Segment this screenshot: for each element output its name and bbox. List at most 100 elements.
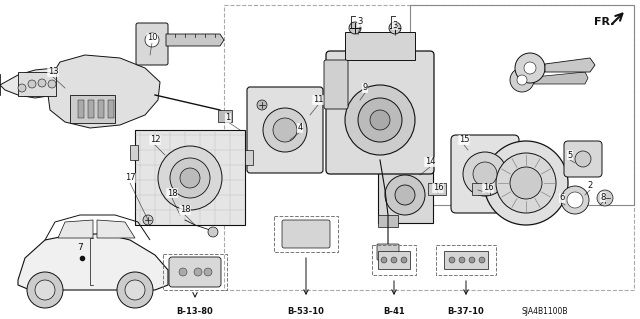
Bar [98, 100, 104, 118]
Circle shape [395, 185, 415, 205]
Circle shape [510, 167, 542, 199]
Circle shape [567, 192, 583, 208]
Text: 8: 8 [600, 192, 605, 202]
Bar [345, 32, 415, 60]
Circle shape [38, 79, 46, 87]
Text: 3: 3 [357, 18, 363, 26]
Text: 12: 12 [150, 136, 160, 145]
Circle shape [145, 33, 159, 47]
Circle shape [515, 53, 545, 83]
Circle shape [510, 68, 534, 92]
FancyBboxPatch shape [136, 23, 168, 65]
Text: 4: 4 [298, 123, 303, 132]
Circle shape [561, 186, 589, 214]
Bar [444, 251, 488, 269]
Polygon shape [534, 72, 588, 84]
Text: 7: 7 [77, 243, 83, 253]
Text: 9: 9 [362, 84, 367, 93]
Text: B-13-80: B-13-80 [177, 307, 213, 316]
Bar [410, 5, 634, 205]
Text: 3: 3 [392, 20, 397, 29]
Circle shape [496, 153, 556, 213]
Text: 6: 6 [559, 194, 564, 203]
Circle shape [479, 257, 485, 263]
FancyBboxPatch shape [324, 60, 348, 109]
Text: 13: 13 [48, 68, 58, 77]
FancyBboxPatch shape [326, 51, 434, 174]
Text: 11: 11 [313, 95, 323, 105]
FancyBboxPatch shape [377, 244, 399, 260]
Bar [378, 215, 398, 227]
Circle shape [391, 257, 397, 263]
Bar [428, 183, 446, 195]
Bar [163, 254, 227, 290]
Polygon shape [166, 34, 224, 46]
Circle shape [18, 84, 26, 92]
Circle shape [358, 98, 402, 142]
Circle shape [385, 175, 425, 215]
Circle shape [194, 268, 202, 276]
Circle shape [575, 151, 591, 167]
Text: 2: 2 [588, 181, 593, 189]
Bar [135, 130, 245, 225]
Circle shape [117, 272, 153, 308]
Circle shape [170, 158, 210, 198]
Text: 1: 1 [225, 114, 230, 122]
Circle shape [27, 272, 63, 308]
Text: B-37-10: B-37-10 [447, 307, 484, 316]
Polygon shape [97, 220, 135, 238]
Circle shape [484, 141, 568, 225]
Bar [130, 145, 138, 160]
Circle shape [524, 62, 536, 74]
Circle shape [349, 22, 361, 34]
Circle shape [401, 257, 407, 263]
Circle shape [179, 268, 187, 276]
Text: FR.: FR. [594, 17, 614, 27]
Circle shape [180, 168, 200, 188]
Circle shape [597, 190, 613, 206]
Circle shape [158, 146, 222, 210]
Bar [70, 95, 115, 123]
FancyBboxPatch shape [169, 257, 221, 287]
Bar [88, 100, 94, 118]
Text: 17: 17 [125, 174, 135, 182]
Text: B-53-10: B-53-10 [287, 307, 324, 316]
Polygon shape [545, 58, 595, 72]
Polygon shape [0, 68, 70, 98]
Text: 15: 15 [459, 136, 469, 145]
Circle shape [143, 215, 153, 225]
Circle shape [345, 85, 415, 155]
Text: 16: 16 [433, 183, 444, 192]
Circle shape [517, 75, 527, 85]
Text: 16: 16 [483, 183, 493, 192]
Circle shape [35, 280, 55, 300]
Bar [18, 72, 56, 96]
Bar [224, 5, 634, 290]
Circle shape [204, 268, 212, 276]
Text: 14: 14 [425, 158, 435, 167]
Bar [245, 150, 253, 165]
Circle shape [449, 257, 455, 263]
Text: 18: 18 [180, 205, 190, 214]
Bar [436, 245, 496, 275]
Circle shape [208, 227, 218, 237]
Text: SJA4B1100B: SJA4B1100B [522, 307, 568, 316]
Polygon shape [58, 220, 93, 238]
Polygon shape [48, 55, 160, 128]
Bar [472, 183, 490, 195]
Bar [108, 100, 114, 118]
Circle shape [473, 162, 497, 186]
Bar [372, 245, 416, 275]
Circle shape [459, 257, 465, 263]
Circle shape [381, 257, 387, 263]
Bar [378, 168, 433, 223]
Circle shape [469, 257, 475, 263]
Text: B-41: B-41 [383, 307, 405, 316]
Bar [378, 251, 410, 269]
Circle shape [389, 22, 401, 34]
Circle shape [125, 280, 145, 300]
Circle shape [370, 110, 390, 130]
Circle shape [263, 108, 307, 152]
Text: 10: 10 [147, 33, 157, 42]
Bar [78, 100, 84, 118]
